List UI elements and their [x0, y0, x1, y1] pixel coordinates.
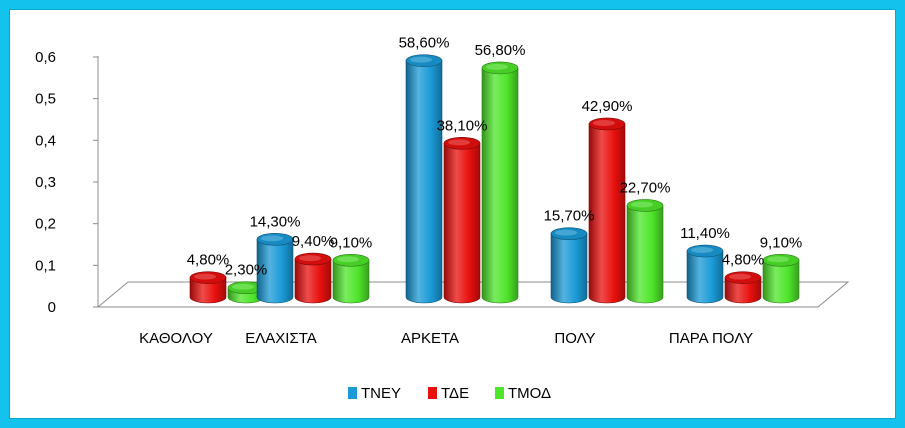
data-label: 4,80%	[187, 252, 230, 269]
legend-label: ΤΔΕ	[441, 385, 469, 402]
data-label: 58,60%	[399, 35, 450, 52]
category-label: ΚΑΘΟΛΟΥ	[139, 330, 213, 347]
legend: ΤΝΕΥ ΤΔΕ ΤΜΟΔ	[348, 385, 551, 402]
bar	[294, 252, 332, 304]
y-tick-label: 0,4	[35, 132, 56, 149]
data-label: 9,40%	[292, 233, 335, 250]
category-label: ΠΑΡΑ ΠΟΛΥ	[669, 330, 753, 347]
bar	[189, 271, 227, 304]
bar	[256, 233, 294, 304]
data-label: 4,80%	[722, 252, 765, 269]
legend-swatch	[495, 387, 504, 399]
data-label: 9,10%	[760, 234, 803, 251]
category-label: ΑΡΚΕΤΑ	[401, 330, 459, 347]
data-label: 15,70%	[544, 208, 595, 225]
legend-item: ΤΜΟΔ	[495, 385, 551, 402]
legend-item: ΤΝΕΥ	[348, 385, 401, 402]
legend-item: ΤΔΕ	[428, 385, 469, 402]
data-label: 42,90%	[582, 98, 633, 115]
y-axis: 0 0,1 0,2 0,3 0,4 0,5 0,6	[35, 49, 99, 316]
legend-label: ΤΜΟΔ	[508, 385, 551, 402]
legend-label: ΤΝΕΥ	[361, 385, 401, 402]
data-label: 9,10%	[330, 234, 373, 251]
legend-swatch	[428, 387, 437, 399]
data-label: 22,70%	[620, 179, 671, 196]
bar	[724, 271, 762, 304]
legend-swatch	[348, 387, 357, 399]
y-tick-label: 0,6	[35, 49, 56, 66]
bar	[550, 227, 588, 304]
bar	[227, 281, 265, 304]
y-tick-label: 0,1	[35, 257, 56, 274]
bar	[588, 117, 626, 304]
data-labels: 4,80%2,30%14,30%9,40%9,10%58,60%38,10%56…	[187, 35, 803, 279]
category-label: ΕΛΑΧΙΣΤΑ	[245, 330, 317, 347]
category-label: ΠΟΛΥ	[554, 330, 595, 347]
bar	[762, 253, 800, 304]
data-label: 11,40%	[680, 225, 730, 242]
data-label: 14,30%	[250, 213, 301, 230]
y-tick-label: 0,2	[35, 216, 56, 233]
bar	[332, 253, 370, 304]
bar	[686, 244, 724, 304]
data-label: 56,80%	[475, 42, 526, 59]
y-tick-label: 0,5	[35, 91, 56, 108]
category-axis: ΚΑΘΟΛΟΥ ΕΛΑΧΙΣΤΑ ΑΡΚΕΤΑ ΠΟΛΥ ΠΑΡΑ ΠΟΛΥ	[139, 330, 753, 347]
y-tick-label: 0	[48, 299, 56, 316]
y-tick-label: 0,3	[35, 174, 56, 191]
bar	[405, 54, 443, 304]
bars	[189, 54, 800, 304]
bar	[481, 61, 519, 304]
bar	[626, 199, 664, 304]
data-label: 2,30%	[225, 262, 268, 279]
data-label: 38,10%	[437, 117, 488, 134]
bar	[443, 137, 481, 304]
